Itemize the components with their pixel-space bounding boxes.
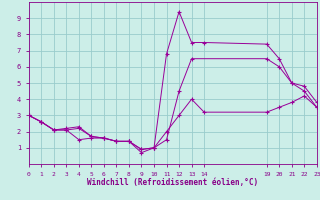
X-axis label: Windchill (Refroidissement éolien,°C): Windchill (Refroidissement éolien,°C) [87,178,258,187]
